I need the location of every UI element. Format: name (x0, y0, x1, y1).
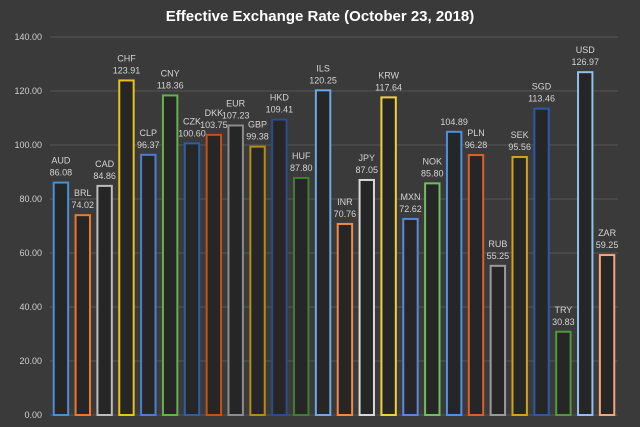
bar[interactable] (74, 214, 91, 416)
data-label: 74.02 (72, 200, 95, 210)
data-label: 87.80 (290, 163, 313, 173)
bar[interactable] (555, 330, 572, 416)
data-label: 59.25 (596, 240, 619, 250)
y-tick-label: 20.00 (19, 356, 42, 366)
bar[interactable] (467, 154, 485, 416)
category-label: USD (576, 45, 596, 55)
category-label: AUD (51, 156, 71, 166)
data-label: 86.08 (50, 168, 73, 178)
bar[interactable] (358, 178, 375, 416)
category-label: CNY (161, 68, 180, 78)
bar[interactable] (293, 176, 310, 416)
bar[interactable] (380, 96, 397, 416)
category-label: HUF (292, 151, 311, 161)
data-label: 103.75 (200, 120, 228, 130)
y-tick-label: 120.00 (14, 86, 42, 96)
category-label: HKD (270, 93, 290, 103)
category-label: GBP (248, 120, 267, 130)
data-label: 95.56 (508, 142, 531, 152)
bar[interactable] (205, 133, 223, 416)
data-label: 30.83 (552, 317, 575, 327)
category-label: MXN (400, 192, 420, 202)
bar[interactable] (96, 184, 113, 416)
data-label: 55.25 (487, 251, 510, 261)
category-label: SEK (511, 130, 529, 140)
bar[interactable] (511, 155, 528, 416)
category-label: JPY (359, 153, 376, 163)
category-label: ILS (316, 63, 330, 73)
y-tick-label: 0.00 (24, 410, 42, 420)
bar[interactable] (598, 254, 616, 416)
bar[interactable] (227, 124, 244, 416)
data-label: 85.80 (421, 168, 444, 178)
bar[interactable] (271, 118, 288, 417)
data-label: 109.41 (266, 105, 294, 115)
category-label: BRL (74, 188, 92, 198)
data-label: 123.91 (113, 65, 141, 75)
category-label: EUR (226, 98, 246, 108)
bar[interactable] (402, 217, 419, 416)
data-label: 113.46 (528, 94, 555, 104)
bar[interactable] (445, 130, 463, 416)
bar[interactable] (533, 107, 550, 417)
chart-title: Effective Exchange Rate (October 23, 201… (165, 8, 475, 25)
bar[interactable] (118, 79, 135, 417)
category-label: INR (337, 197, 353, 207)
category-label: PLN (467, 128, 485, 138)
category-label: RUB (488, 239, 507, 249)
y-tick-label: 60.00 (19, 248, 42, 258)
category-label: CLP (140, 128, 158, 138)
bar[interactable] (489, 264, 507, 417)
data-label: 96.37 (137, 140, 160, 150)
category-label: TRY (554, 305, 572, 315)
bar[interactable] (183, 142, 201, 416)
data-label: 126.97 (571, 57, 599, 67)
bar[interactable] (140, 153, 157, 416)
y-tick-label: 40.00 (19, 302, 42, 312)
data-label: 72.62 (399, 204, 422, 214)
category-label: DKK (205, 108, 224, 118)
category-label: SGD (532, 82, 552, 92)
category-label: CAD (95, 159, 115, 169)
data-label: 118.36 (157, 80, 184, 90)
bar[interactable] (161, 94, 179, 416)
data-label: 87.05 (356, 165, 379, 175)
bar[interactable] (336, 222, 354, 416)
data-label: 120.25 (309, 75, 337, 85)
y-tick-label: 80.00 (19, 194, 42, 204)
category-label: CHF (117, 53, 136, 63)
data-label: 117.64 (375, 82, 402, 92)
bar[interactable] (424, 182, 441, 416)
bar[interactable] (249, 145, 266, 416)
data-label: 107.23 (222, 110, 250, 120)
bar[interactable] (52, 181, 70, 416)
data-label: 104.89 (440, 117, 468, 127)
category-label: ZAR (598, 228, 617, 238)
data-label: 99.38 (246, 132, 269, 142)
data-label: 70.76 (334, 209, 357, 219)
bar[interactable] (314, 89, 332, 416)
category-label: KRW (378, 70, 399, 80)
data-label: 100.60 (178, 128, 206, 138)
y-tick-label: 100.00 (14, 140, 42, 150)
category-label: NOK (423, 156, 443, 166)
category-label: CZK (183, 116, 201, 126)
y-tick-label: 140.00 (14, 32, 42, 42)
data-label: 84.86 (93, 171, 116, 181)
bar[interactable] (577, 71, 594, 416)
data-label: 96.28 (465, 140, 488, 150)
